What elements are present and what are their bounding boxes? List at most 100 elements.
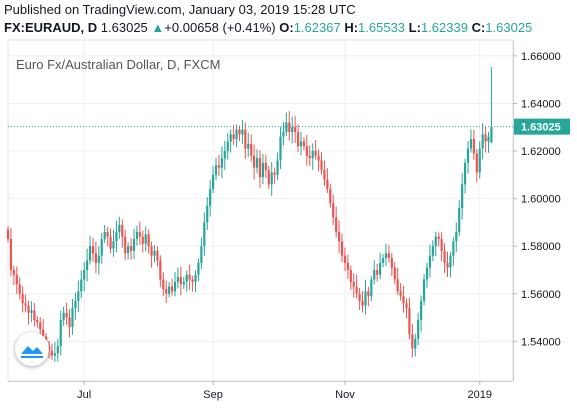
candle [472,129,475,160]
chart-watermark: Euro Fx/Australian Dollar, D, FXCM [16,57,221,72]
candle-body [440,239,443,251]
candle-body [370,279,373,297]
candle-body [390,258,393,268]
candle-body [115,231,118,242]
candle [124,229,127,261]
candle-body [168,286,171,294]
y-tick-label: 1.66000 [521,51,561,63]
candle [282,121,285,146]
candle-body [241,129,244,135]
candle [475,149,478,183]
candle-body [250,143,253,156]
candle-body [387,253,390,259]
candle [291,116,294,144]
candle-body [475,153,478,173]
candle [458,200,461,237]
candle-body [349,269,352,282]
candle-body [466,148,470,163]
tradingview-logo-icon[interactable] [15,332,49,366]
candle-body [144,234,147,244]
candle [214,157,218,181]
candle [440,232,443,262]
candle [159,255,162,288]
candle [340,233,344,263]
candle-body [244,129,247,149]
candle [399,283,402,301]
candle [349,265,352,290]
candle [141,230,144,253]
candle [446,251,449,277]
candle-body [299,141,303,147]
candle-body [138,231,141,237]
candle [384,243,388,267]
candle-body [214,165,218,175]
candle [490,66,493,143]
candle [337,220,341,253]
published-caption: Published on TradingView.com, January 03… [4,2,356,17]
candle-body [188,274,191,280]
candle [279,127,282,169]
candle-body [223,151,226,159]
candle [461,173,464,220]
candle-body [463,162,467,185]
candle-body [33,310,36,320]
candle-body [88,246,92,261]
candle [311,143,314,170]
candle [373,260,376,285]
candle [97,246,100,275]
candle-body [147,234,150,247]
candle [77,280,80,312]
candle-body [141,236,144,244]
candle [15,266,18,294]
candle [135,225,139,246]
candle-body [209,189,212,206]
candle [314,140,317,160]
candle-body [42,329,45,337]
low-value: 1.62339 [420,20,468,35]
candle-body [411,334,414,349]
candle [381,253,385,268]
candle-body [185,274,188,282]
candle-body [203,222,206,247]
candle [370,275,373,302]
candle-body [258,158,262,178]
candle [285,112,288,136]
candle [379,252,382,280]
candle [443,243,446,273]
candle-body [91,246,95,254]
candle-body [153,250,156,256]
candle-body [68,317,71,328]
candle [229,129,232,153]
candle-body [443,250,446,263]
candle-body [124,236,127,254]
candle-body [379,262,382,275]
candle-body [437,236,440,240]
candle-body [376,269,379,275]
candle [455,222,458,252]
candle [226,132,229,160]
candle [241,119,244,145]
candle [422,274,426,306]
candle-body [24,303,27,306]
candle-body [77,291,80,301]
candle-body [320,160,323,171]
candle-body [402,296,405,304]
candle [88,235,92,265]
candle-body [294,127,297,132]
candle [329,183,332,208]
candle [250,134,253,162]
candle-body [86,260,89,270]
candle-body [206,205,209,223]
candle-body [47,346,51,351]
candle [132,228,136,260]
candle [417,312,420,346]
candle-body [59,319,62,347]
candle-body [74,300,77,309]
candle [24,294,27,313]
candle-body [191,279,194,282]
candle-body [446,262,449,268]
candle-body [417,319,420,339]
candle [299,131,303,156]
candles [6,66,493,362]
